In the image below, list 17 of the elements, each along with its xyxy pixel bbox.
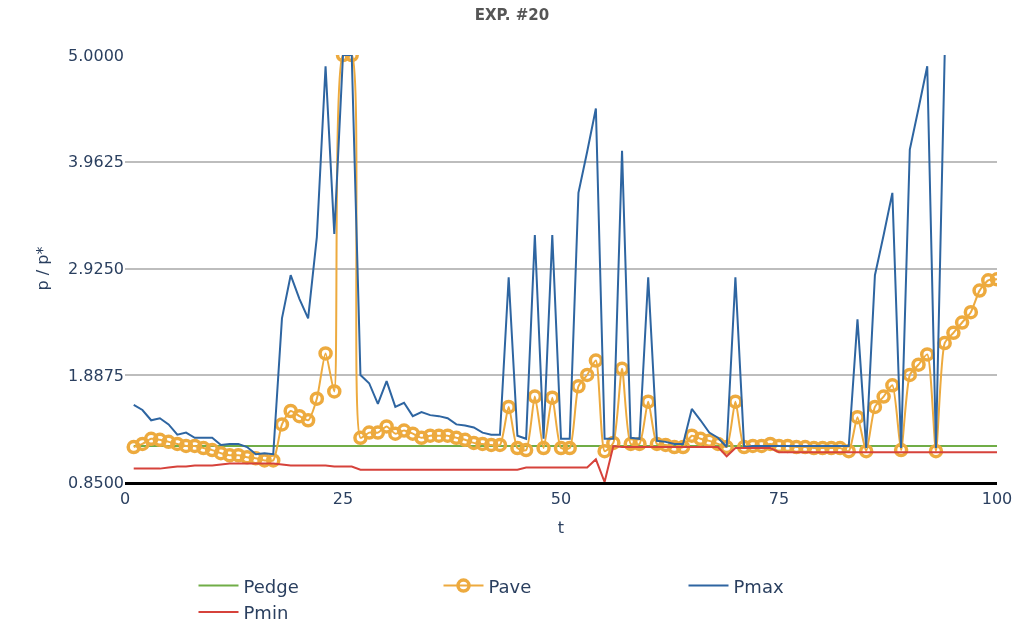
x-tick-label: 75 (768, 489, 790, 509)
legend-label: Pmax (733, 575, 784, 597)
y-tick-label: 0.8500 (68, 472, 124, 492)
x-tick-label: 0 (119, 489, 131, 509)
y-axis-title: p / p* (32, 246, 52, 291)
y-tick-label: 1.8875 (68, 365, 124, 385)
x-tick-label: 50 (550, 489, 572, 509)
x-axis-title: t (557, 517, 565, 537)
x-tick-label: 25 (332, 489, 354, 509)
y-tick-label: 5.0000 (68, 45, 124, 65)
chart-title: EXP. #20 (474, 6, 550, 25)
y-tick-label: 3.9625 (68, 152, 124, 172)
legend-label: Pedge (243, 575, 299, 597)
legend-label: Pmin (243, 602, 289, 624)
legend-label: Pave (488, 575, 532, 597)
y-tick-label: 2.9250 (68, 259, 124, 279)
x-tick-label: 100 (981, 489, 1013, 509)
